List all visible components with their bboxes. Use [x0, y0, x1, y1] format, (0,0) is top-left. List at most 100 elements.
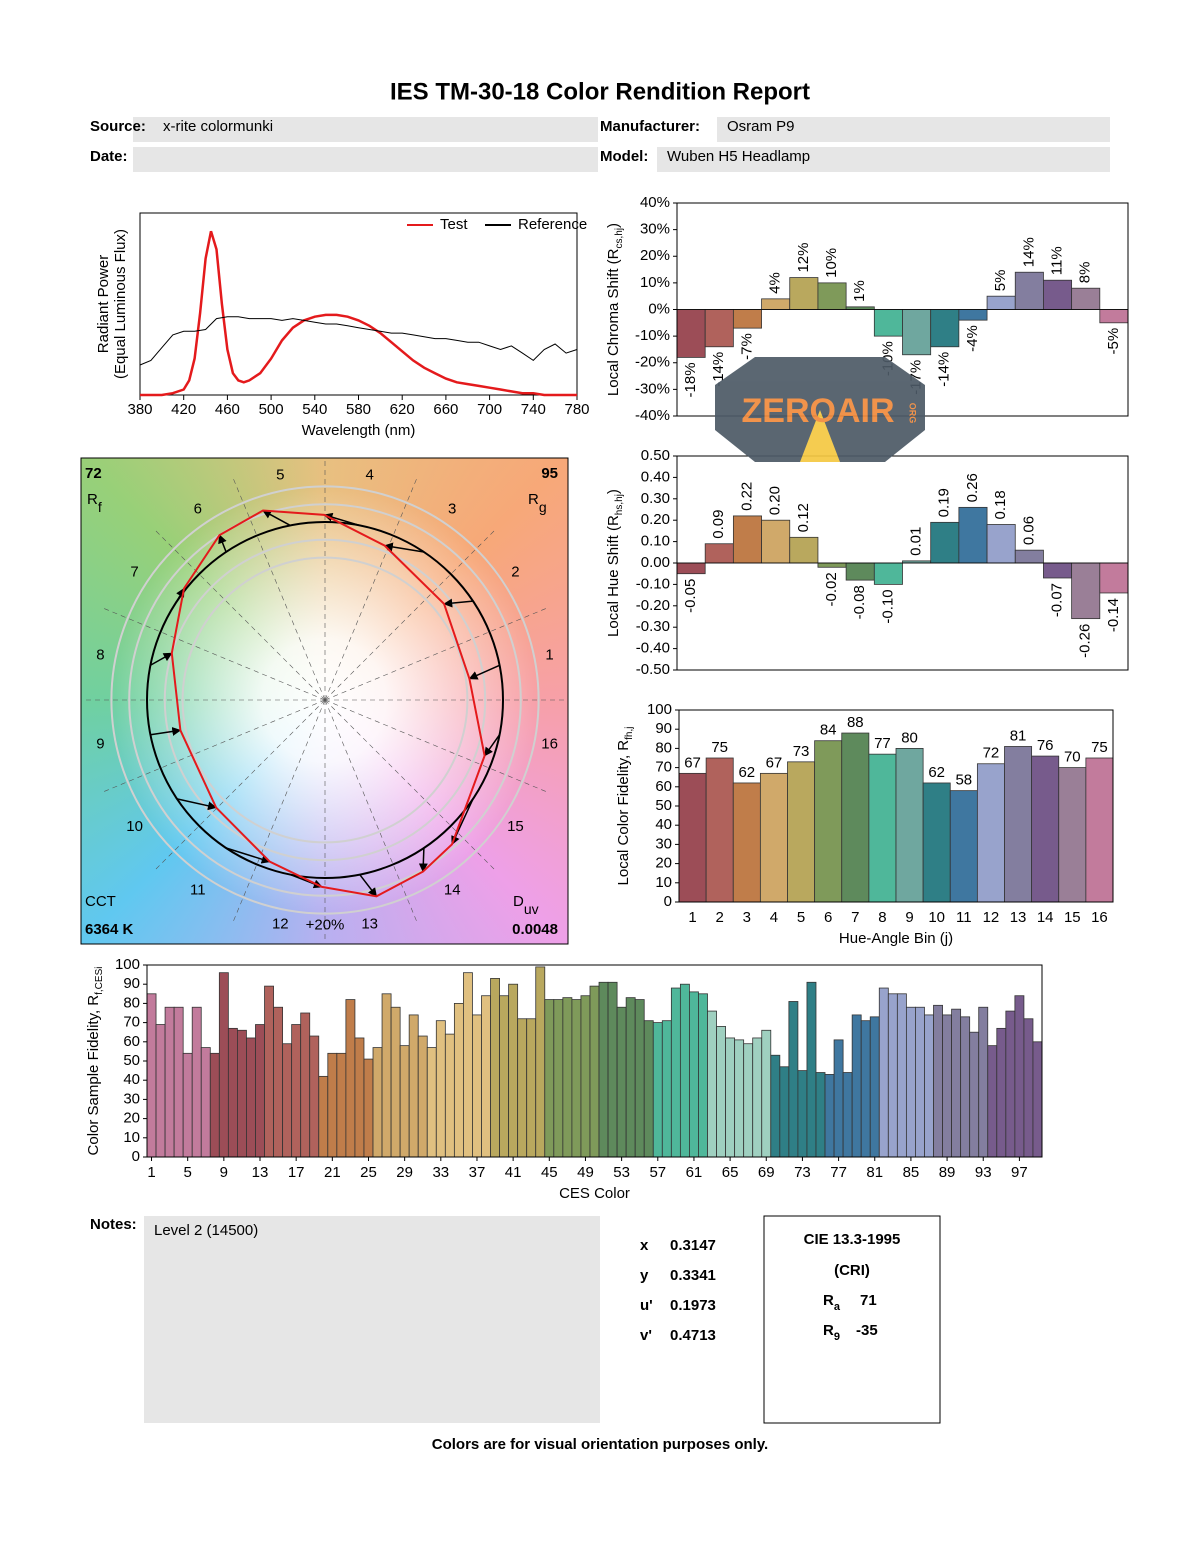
- bar: [182, 1052, 193, 1158]
- bar: [986, 295, 1016, 310]
- bar: [705, 757, 734, 903]
- ring: [128, 503, 522, 897]
- bin-label: 9: [96, 736, 104, 753]
- bar: [868, 753, 897, 903]
- bar: [255, 1024, 265, 1158]
- y-tick-label: 10%: [640, 274, 670, 291]
- bar: [779, 1066, 790, 1158]
- value-label: 62: [738, 764, 755, 781]
- y-tick-label: 20: [655, 855, 672, 872]
- bar: [676, 309, 706, 358]
- bar: [873, 562, 903, 585]
- bar: [761, 1029, 772, 1158]
- bar: [526, 1018, 537, 1158]
- bar: [291, 1024, 302, 1158]
- rf-sub: f: [98, 499, 102, 515]
- cri-title: CIE 13.3-1995: [804, 1231, 901, 1248]
- x-tick-label: 21: [324, 1164, 341, 1181]
- bar: [372, 1047, 383, 1158]
- bar: [453, 1003, 464, 1158]
- y-axis-label-part: ): [605, 489, 622, 494]
- x-tick-label: 15: [1064, 909, 1081, 926]
- bar: [841, 732, 870, 903]
- x-tick-label: 9: [905, 909, 913, 926]
- x-tick-label: 97: [1011, 1164, 1028, 1181]
- y-tick-label: -10%: [635, 327, 670, 344]
- x-tick-label: 53: [613, 1164, 630, 1181]
- x-tick-label: 12: [983, 909, 1000, 926]
- bar: [661, 1020, 672, 1158]
- value-label: 10%: [823, 248, 840, 278]
- bin-label: 15: [507, 818, 524, 835]
- bar: [571, 999, 582, 1158]
- y-axis-label-subscript: cs,hj: [614, 228, 625, 249]
- bar: [553, 999, 564, 1158]
- bin-label: 6: [194, 501, 202, 518]
- bar: [607, 981, 618, 1158]
- value-label: 0.19: [936, 488, 953, 517]
- rg-label: R: [528, 491, 539, 508]
- ring: [163, 538, 487, 862]
- value-label: 8%: [1077, 262, 1094, 284]
- bar: [833, 1039, 844, 1158]
- cri-value: 71: [860, 1292, 877, 1309]
- x-tick-label: 33: [432, 1164, 449, 1181]
- plot-frame: [678, 709, 1114, 903]
- bar: [670, 987, 681, 1158]
- cri-label: R: [823, 1292, 834, 1309]
- x-tick-label: 81: [866, 1164, 883, 1181]
- bar: [327, 1052, 338, 1158]
- field-value: x-rite colormunki: [163, 118, 273, 135]
- bar: [508, 983, 519, 1158]
- bar: [860, 1020, 871, 1158]
- cct-value: 6364 K: [85, 921, 134, 938]
- bar: [725, 1037, 736, 1158]
- y-tick-label: 50: [123, 1052, 140, 1069]
- cri-label-sub: a: [834, 1301, 841, 1313]
- bin-boundary: [103, 607, 326, 701]
- x-tick-label: 660: [433, 401, 458, 418]
- value-label: -0.07: [1049, 583, 1066, 617]
- x-tick-label: 9: [220, 1164, 228, 1181]
- bar: [958, 506, 988, 564]
- bar: [679, 983, 690, 1158]
- bar: [743, 1043, 754, 1158]
- bar: [732, 515, 762, 564]
- x-tick-label: 89: [939, 1164, 956, 1181]
- bar: [732, 782, 761, 903]
- bar: [969, 1031, 980, 1158]
- duv-value: 0.0048: [512, 921, 558, 938]
- y-axis-label-part: Color Sample Fidelity, R: [85, 995, 102, 1156]
- y-tick-label: 70: [123, 1014, 140, 1031]
- bar: [634, 999, 645, 1158]
- bar: [1043, 279, 1073, 310]
- bar: [1014, 271, 1044, 310]
- x-tick-label: 460: [215, 401, 240, 418]
- bar: [761, 519, 791, 564]
- y-tick-label: -40%: [635, 407, 670, 424]
- field-value: Wuben H5 Headlamp: [667, 148, 810, 165]
- bin-boundary: [232, 478, 326, 701]
- y-tick-label: 20: [123, 1110, 140, 1127]
- notes-label: Notes:: [90, 1216, 137, 1233]
- bar: [300, 1012, 311, 1158]
- cri-box: [763, 1215, 941, 1424]
- bar: [1004, 746, 1033, 903]
- y-tick-label: 80: [123, 994, 140, 1011]
- y-tick-label: 10: [123, 1129, 140, 1146]
- bin-label: 5: [276, 466, 284, 483]
- shift-arrow: [218, 534, 227, 553]
- y-axis-label-part: Local Hue Shift (R: [605, 515, 622, 637]
- value-label: 0.06: [1020, 516, 1037, 545]
- x-tick-label: 380: [127, 401, 152, 418]
- chromaticity-label: y: [640, 1267, 649, 1284]
- chromaticity-label: u': [640, 1297, 653, 1314]
- y-tick-label: 100: [647, 701, 672, 718]
- bar: [734, 1039, 745, 1158]
- bar: [978, 1006, 989, 1158]
- bar: [851, 1014, 862, 1158]
- bin-boundary: [324, 607, 547, 701]
- x-tick-label: 10: [928, 909, 945, 926]
- bar: [787, 761, 816, 903]
- watermark: ZEROAIR ORG: [715, 357, 925, 462]
